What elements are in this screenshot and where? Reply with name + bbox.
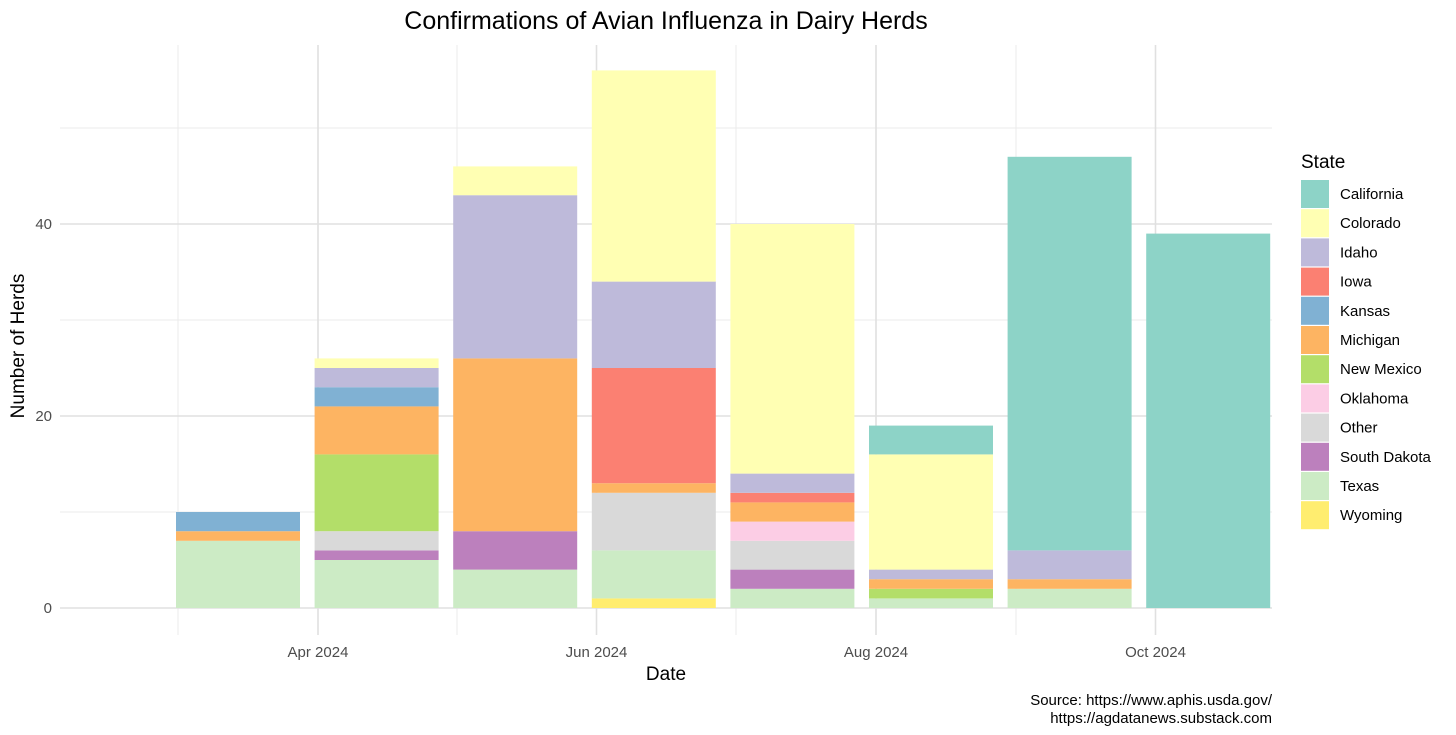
x-tick-label: Oct 2024: [1125, 644, 1186, 661]
legend-label-colorado: Colorado: [1340, 215, 1401, 232]
legend: State California Colorado Idaho Iowa Kansas M…: [1301, 152, 1432, 530]
x-axis-ticks: Apr 2024 Jun 2024 Aug 2024 Oct 2024: [288, 644, 1186, 661]
bar-segment-michigan-2: [453, 358, 578, 532]
bar-segment-kansas-0: [176, 512, 300, 532]
bar-segment-michigan-1: [314, 406, 439, 455]
legend-label-oklahoma: Oklahoma: [1340, 390, 1409, 407]
bar-segment-idaho-3: [591, 281, 716, 368]
bars: [176, 70, 1271, 608]
bar-segment-colorado-1: [314, 358, 439, 368]
bar-segment-michigan-4: [730, 502, 855, 522]
y-axis-ticks: 0 20 40: [35, 216, 52, 617]
legend-swatch-kansas: [1301, 296, 1329, 325]
legend-label-texas: Texas: [1340, 478, 1379, 495]
chart-title: Confirmations of Avian Influenza in Dair…: [404, 7, 927, 35]
bar-segment-colorado-2: [453, 166, 578, 196]
bar-segment-other-4: [730, 540, 855, 570]
bar-segment-new-mexico-5: [869, 588, 993, 599]
bar-segment-michigan-6: [1007, 579, 1132, 589]
bar-segment-idaho-5: [869, 569, 993, 580]
bar-segment-south-dakota-4: [730, 569, 855, 589]
legend-swatch-california: [1301, 180, 1329, 208]
legend-label-south-dakota: South Dakota: [1340, 449, 1432, 466]
caption-source: Source: https://www.aphis.usda.gov/: [1030, 692, 1273, 709]
legend-swatch-new-mexico: [1301, 355, 1329, 384]
bar-segment-kansas-1: [314, 387, 439, 407]
legend-swatch-texas: [1301, 472, 1329, 500]
bar-segment-california-7: [1146, 233, 1271, 608]
bar-segment-idaho-2: [453, 195, 578, 359]
legend-swatch-south-dakota: [1301, 442, 1329, 471]
bar-segment-texas-2: [453, 569, 578, 608]
legend-label-michigan: Michigan: [1340, 332, 1400, 349]
bar-segment-texas-1: [314, 560, 439, 608]
caption-url: https://agdatanews.substack.com: [1050, 710, 1272, 727]
x-tick-label: Aug 2024: [844, 644, 908, 661]
bar-segment-south-dakota-2: [453, 531, 578, 570]
legend-title: State: [1301, 152, 1345, 173]
bar-segment-texas-3: [591, 550, 716, 599]
bar-segment-other-3: [591, 492, 716, 551]
x-tick-label: Jun 2024: [566, 644, 628, 661]
x-axis-title: Date: [646, 664, 686, 685]
x-tick-label: Apr 2024: [288, 644, 349, 661]
legend-label-new-mexico: New Mexico: [1340, 361, 1422, 378]
legend-swatch-iowa: [1301, 267, 1329, 296]
bar-segment-iowa-4: [730, 492, 855, 503]
bar-segment-michigan-0: [176, 531, 300, 541]
bar-segment-texas-0: [176, 540, 300, 608]
bar-segment-other-1: [314, 531, 439, 551]
bar-segment-south-dakota-1: [314, 550, 439, 560]
bar-segment-texas-4: [730, 588, 855, 608]
legend-label-iowa: Iowa: [1340, 274, 1372, 291]
bar-segment-iowa-3: [591, 368, 716, 484]
bar-segment-michigan-5: [869, 579, 993, 589]
legend-swatch-other: [1301, 413, 1329, 442]
bar-segment-colorado-3: [591, 70, 716, 282]
bar-segment-new-mexico-1: [314, 454, 439, 532]
legend-label-idaho: Idaho: [1340, 244, 1378, 261]
bar-segment-california-5: [869, 425, 993, 455]
legend-swatch-oklahoma: [1301, 384, 1329, 413]
legend-label-other: Other: [1340, 420, 1378, 437]
bar-segment-idaho-1: [314, 368, 439, 388]
bar-segment-oklahoma-4: [730, 521, 855, 541]
bar-segment-wyoming-3: [591, 598, 716, 608]
legend-label-california: California: [1340, 186, 1404, 203]
legend-swatch-michigan: [1301, 326, 1329, 354]
y-axis-title: Number of Herds: [8, 274, 29, 419]
bar-segment-idaho-4: [730, 473, 855, 493]
bar-segment-idaho-6: [1007, 550, 1132, 580]
y-tick-label: 0: [44, 600, 52, 617]
legend-swatch-colorado: [1301, 209, 1329, 238]
bar-segment-colorado-4: [730, 224, 855, 474]
bar-segment-texas-5: [869, 598, 993, 608]
bar-segment-texas-6: [1007, 588, 1132, 608]
legend-swatch-idaho: [1301, 238, 1329, 267]
bar-segment-michigan-3: [591, 483, 716, 493]
bar-segment-california-6: [1007, 156, 1132, 551]
legend-label-wyoming: Wyoming: [1340, 507, 1402, 524]
y-tick-label: 20: [35, 408, 52, 425]
y-tick-label: 40: [35, 216, 52, 233]
legend-swatch-wyoming: [1301, 501, 1329, 530]
legend-label-kansas: Kansas: [1340, 303, 1390, 320]
bar-segment-colorado-5: [869, 454, 993, 570]
